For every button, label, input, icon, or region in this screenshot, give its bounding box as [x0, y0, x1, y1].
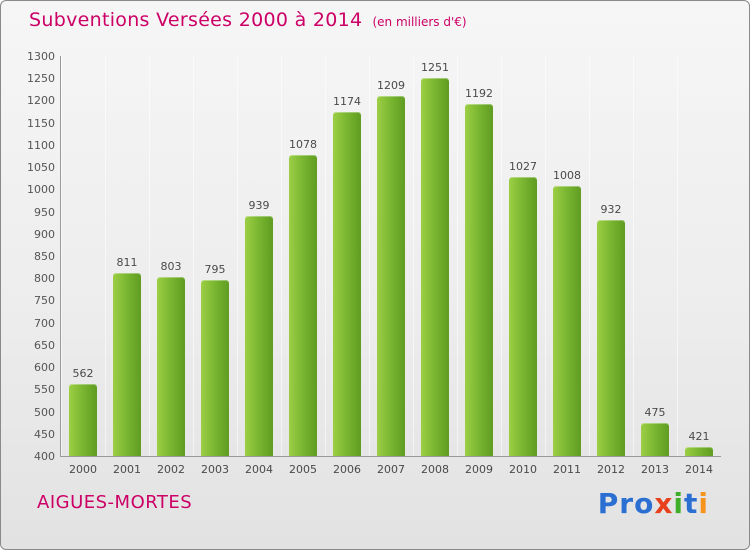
bar-slot: 475 2013 [633, 56, 677, 476]
bar [377, 96, 405, 456]
bar-slot: 1078 2005 [281, 56, 325, 476]
bar-slot: 1251 2008 [413, 56, 457, 476]
bar-value-label: 1192 [465, 87, 493, 100]
y-tick-label: 550 [34, 383, 55, 397]
y-tick-label: 750 [34, 294, 55, 308]
bar-value-label: 803 [160, 259, 182, 273]
bar [157, 276, 185, 456]
x-tick-label: 2005 [289, 463, 317, 476]
bar-value-label: 939 [248, 199, 270, 213]
bar-slot: 1174 2006 [325, 56, 369, 476]
bar-value-label: 811 [116, 256, 138, 270]
bar-slot: 1209 2007 [369, 56, 413, 476]
bar [421, 77, 449, 456]
bar [641, 422, 669, 456]
bar [113, 273, 141, 456]
plot-wrap: 562 2000 811 2001 803 2002 795 2003 939 2004 1078 2… [27, 51, 721, 476]
bar-value-label: 1209 [377, 79, 405, 93]
footer-location-label: AIGUES-MORTES [37, 492, 193, 513]
y-tick-label: 1300 [27, 50, 55, 63]
bar-slot: 803 2002 [149, 56, 193, 476]
bar-slot: 811 2001 [105, 56, 149, 476]
y-tick-label: 450 [34, 427, 55, 441]
x-tick-label: 2011 [553, 463, 581, 476]
bar-value-label: 1078 [289, 137, 317, 151]
x-tick-label: 2010 [509, 463, 537, 476]
bar-value-label: 932 [600, 202, 622, 216]
bar-slot: 421 2014 [677, 56, 721, 476]
y-tick-label: 400 [34, 450, 55, 463]
bar [245, 216, 273, 456]
x-axis-line [60, 456, 721, 457]
y-tick-label: 850 [34, 250, 55, 263]
y-tick-label: 700 [34, 316, 55, 330]
bar-slot: 932 2012 [589, 56, 633, 476]
x-tick-label: 2006 [333, 463, 361, 476]
x-tick-label: 2000 [69, 463, 97, 476]
y-tick-label: 1050 [27, 161, 55, 175]
bar-slot: 1192 2009 [457, 56, 501, 476]
x-tick-label: 2007 [377, 463, 405, 476]
y-tick-label: 950 [34, 205, 55, 219]
brand-letter: P [597, 487, 620, 520]
x-tick-label: 2002 [157, 463, 185, 476]
chart-title: Subventions Versées 2000 à 2014 [29, 9, 363, 31]
bar-value-label: 795 [204, 263, 226, 277]
y-tick-label: 800 [34, 272, 55, 286]
brand-letter: o [634, 487, 655, 520]
bar-slot: 939 2004 [237, 56, 281, 476]
brand-logo: Proxiti [598, 487, 709, 520]
bar [685, 446, 713, 456]
x-tick-label: 2008 [421, 463, 449, 476]
chart-subtitle: (en milliers d'€) [372, 15, 467, 29]
plot-area: 562 2000 811 2001 803 2002 795 2003 939 2004 1078 2… [61, 56, 721, 476]
bar-value-label: 1251 [421, 60, 449, 74]
bar-value-label: 562 [72, 367, 94, 380]
x-tick-label: 2001 [113, 463, 141, 476]
brand-letter: t [684, 487, 699, 520]
bar [201, 280, 229, 456]
y-tick-label: 900 [34, 227, 55, 241]
brand-letter: r [619, 487, 635, 520]
chart-header: Subventions Versées 2000 à 2014 (en mill… [29, 9, 467, 31]
bar [597, 219, 625, 456]
x-tick-label: 2009 [465, 463, 493, 476]
bar [553, 185, 581, 456]
bar [289, 154, 317, 456]
y-tick-label: 500 [34, 405, 55, 419]
y-tick-label: 1150 [27, 116, 55, 130]
x-tick-label: 2012 [597, 463, 625, 476]
y-tick-label: 600 [34, 361, 55, 375]
bar-slot: 1027 2010 [501, 56, 545, 476]
brand-letter: i [673, 487, 684, 520]
x-tick-label: 2014 [685, 463, 713, 476]
bar [69, 384, 97, 456]
brand-letter: x [654, 487, 674, 520]
y-tick-label: 1250 [27, 72, 55, 86]
bar [333, 112, 361, 456]
bar-slot: 1008 2011 [545, 56, 589, 476]
x-tick-label: 2013 [641, 463, 669, 476]
y-tick-label: 1100 [27, 138, 55, 152]
bar-slot: 562 2000 [61, 56, 105, 476]
y-axis-line [60, 56, 61, 456]
bar-value-label: 475 [644, 405, 666, 419]
bar-slot: 795 2003 [193, 56, 237, 476]
x-tick-label: 2003 [201, 463, 229, 476]
y-tick-label: 1000 [27, 183, 55, 197]
brand-letter: i [698, 487, 709, 520]
bar-value-label: 421 [688, 429, 710, 443]
bar [509, 177, 537, 456]
x-tick-label: 2004 [245, 463, 273, 476]
bar-value-label: 1174 [333, 95, 361, 108]
y-tick-label: 650 [34, 338, 55, 352]
y-tick-label: 1200 [27, 94, 55, 108]
bar-value-label: 1027 [509, 160, 537, 174]
bar [465, 104, 493, 456]
bar-value-label: 1008 [553, 168, 581, 182]
